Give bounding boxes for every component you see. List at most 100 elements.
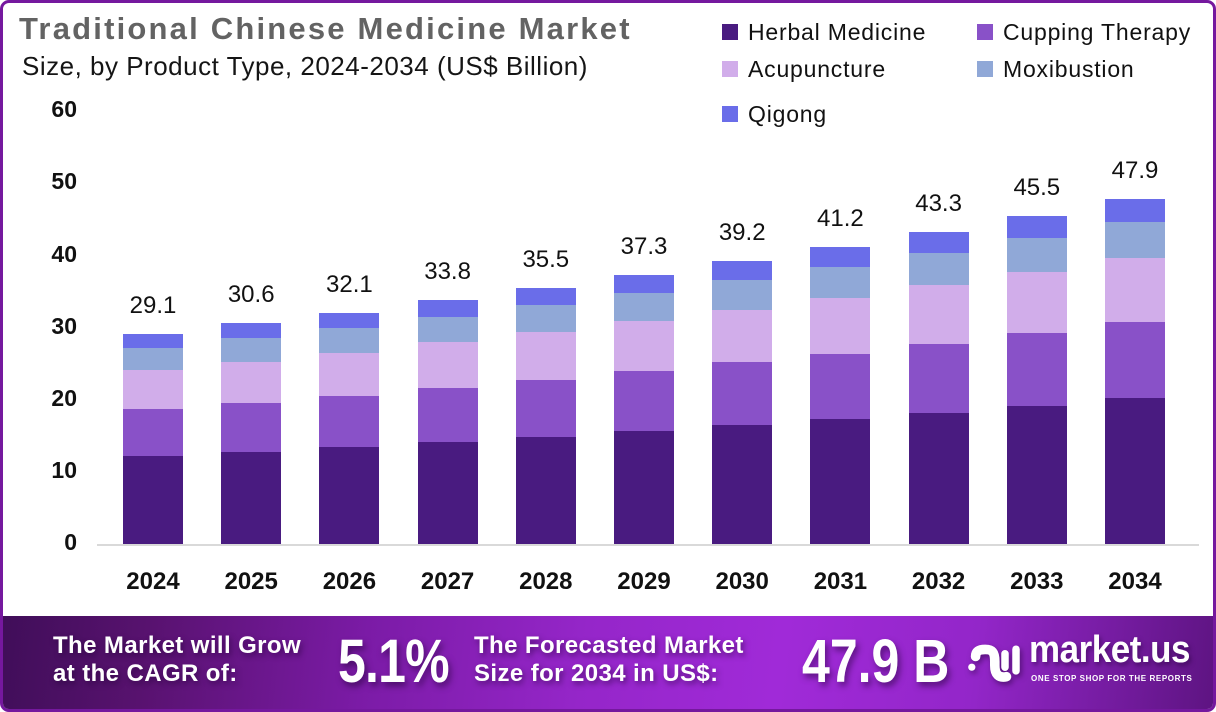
y-axis-tick-label: 0 xyxy=(64,529,77,555)
legend-swatch xyxy=(722,106,738,122)
x-axis-tick-label: 2033 xyxy=(1010,568,1064,595)
bar-segment-moxibustion xyxy=(1007,238,1067,272)
stacked-bar-2026 xyxy=(319,313,379,544)
stacked-bar-2030 xyxy=(712,261,772,544)
x-axis-tick-label: 2024 xyxy=(126,568,180,595)
bar-segment-acupuncture xyxy=(123,370,183,409)
x-axis-tick-label: 2034 xyxy=(1108,568,1162,595)
forecast-label-line2: Size for 2034 in US$: xyxy=(474,660,719,687)
bar-total-label: 39.2 xyxy=(718,219,766,246)
bar-total-label: 33.8 xyxy=(424,258,471,285)
bar-segment-acupuncture xyxy=(221,362,281,403)
logo-dot xyxy=(968,663,976,671)
bar-segment-cupping-therapy xyxy=(123,409,183,456)
x-axis-tick-label: 2027 xyxy=(420,568,475,595)
bar-segment-qigong xyxy=(319,313,379,328)
bar-segment-acupuncture xyxy=(1105,258,1165,322)
marketus-logo-icon xyxy=(968,644,1020,682)
forecast-label: The Forecasted Market Size for 2034 in U… xyxy=(474,632,744,688)
bar-total-label: 45.5 xyxy=(1013,174,1061,201)
bar-segment-cupping-therapy xyxy=(418,388,478,442)
bar-segment-herbal-medicine xyxy=(123,456,183,544)
bar-segment-herbal-medicine xyxy=(221,452,281,544)
bar-segment-moxibustion xyxy=(810,267,870,298)
legend-item: Qigong xyxy=(722,100,827,128)
bar-segment-acupuncture xyxy=(614,321,674,371)
stacked-bar-2028 xyxy=(516,288,576,544)
bar-segment-qigong xyxy=(1105,199,1165,222)
chart-title: Traditional Chinese Medicine Market xyxy=(19,11,632,46)
bar-segment-moxibustion xyxy=(909,253,969,285)
legend-swatch xyxy=(977,61,993,77)
y-axis-tick-label: 40 xyxy=(51,240,77,267)
legend-item: Cupping Therapy xyxy=(977,18,1191,46)
bar-segment-acupuncture xyxy=(1007,272,1067,333)
legend-swatch xyxy=(722,24,738,40)
stacked-bar-2031 xyxy=(810,247,870,544)
bar-segment-herbal-medicine xyxy=(1105,398,1165,544)
bar-segment-cupping-therapy xyxy=(319,396,379,447)
bar-total-label: 29.1 xyxy=(129,292,177,319)
bar-segment-moxibustion xyxy=(516,305,576,332)
legend-label: Acupuncture xyxy=(748,55,886,82)
bar-segment-qigong xyxy=(810,247,870,267)
bar-segment-acupuncture xyxy=(909,285,969,344)
y-axis-tick-label: 30 xyxy=(51,312,77,339)
bar-segment-herbal-medicine xyxy=(614,431,674,544)
bar-segment-moxibustion xyxy=(614,293,674,321)
bar-segment-qigong xyxy=(614,275,674,293)
brand-tagline: ONE STOP SHOP FOR THE REPORTS xyxy=(1031,674,1193,683)
bar-segment-acupuncture xyxy=(810,298,870,354)
bar-segment-moxibustion xyxy=(123,348,183,370)
bar-total-label: 30.6 xyxy=(227,281,275,308)
bar-segment-cupping-therapy xyxy=(614,371,674,431)
x-axis-tick-label: 2031 xyxy=(813,568,868,595)
bar-segment-qigong xyxy=(909,232,969,253)
bar-segment-herbal-medicine xyxy=(1007,406,1067,544)
stacked-bar-2027 xyxy=(418,300,478,544)
bar-segment-qigong xyxy=(221,323,281,338)
brand-name: market.us xyxy=(1029,629,1191,671)
bar-total-label: 43.3 xyxy=(915,190,962,217)
bar-total-label: 37.3 xyxy=(620,233,668,260)
cagr-label-line2: at the CAGR of: xyxy=(53,660,238,687)
bar-segment-qigong xyxy=(418,300,478,317)
forecast-label-line1: The Forecasted Market xyxy=(474,632,744,659)
chart-subtitle: Size, by Product Type, 2024-2034 (US$ Bi… xyxy=(22,51,588,81)
bar-total-label: 32.1 xyxy=(326,271,373,298)
stacked-bar-2024 xyxy=(123,334,183,544)
bar-segment-cupping-therapy xyxy=(1105,322,1165,398)
bar-segment-acupuncture xyxy=(516,332,576,380)
bar-segment-cupping-therapy xyxy=(516,380,576,437)
bar-segment-cupping-therapy xyxy=(909,344,969,413)
legend-swatch xyxy=(977,24,993,40)
bar-segment-acupuncture xyxy=(418,342,478,388)
forecast-value: 47.9 B xyxy=(802,627,950,695)
bar-segment-cupping-therapy xyxy=(221,403,281,452)
y-axis-tick-label: 10 xyxy=(51,456,77,483)
bar-segment-moxibustion xyxy=(221,338,281,362)
bar-segment-cupping-therapy xyxy=(712,362,772,425)
stacked-bar-2032 xyxy=(909,232,969,544)
x-axis-tick-label: 2025 xyxy=(224,568,278,595)
cagr-label: The Market will Grow at the CAGR of: xyxy=(53,632,301,688)
bar-segment-qigong xyxy=(1007,216,1067,238)
legend-item: Acupuncture xyxy=(722,55,886,83)
bar-segment-qigong xyxy=(712,261,772,280)
bar-segment-moxibustion xyxy=(1105,222,1165,258)
y-axis-tick-label: 50 xyxy=(51,168,77,195)
x-axis-line xyxy=(97,544,1199,546)
bar-segment-acupuncture xyxy=(319,353,379,396)
legend-label: Herbal Medicine xyxy=(748,18,927,45)
bar-segment-herbal-medicine xyxy=(810,419,870,544)
x-axis-tick-label: 2029 xyxy=(617,568,671,595)
bar-segment-moxibustion xyxy=(712,280,772,310)
bar-segment-herbal-medicine xyxy=(319,447,379,544)
stacked-bar-2033 xyxy=(1007,216,1067,544)
bar-segment-herbal-medicine xyxy=(909,413,969,544)
x-axis-tick-label: 2030 xyxy=(715,568,769,595)
bar-total-label: 47.9 xyxy=(1111,157,1159,184)
bar-segment-cupping-therapy xyxy=(810,354,870,419)
cagr-value: 5.1% xyxy=(338,627,450,695)
footer-banner: The Market will Grow at the CAGR of: 5.1… xyxy=(3,616,1213,709)
